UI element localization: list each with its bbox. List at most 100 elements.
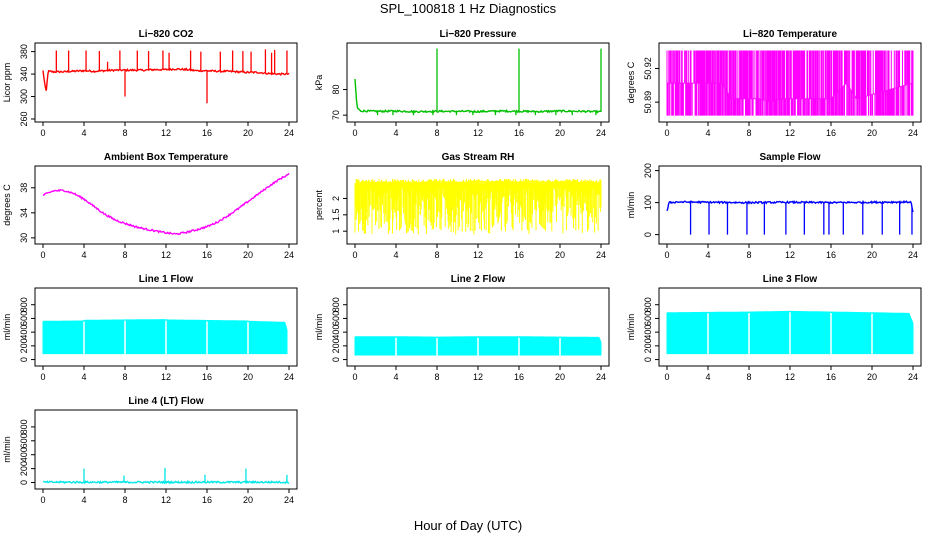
y-tick-label: 30 (19, 233, 29, 243)
x-tick-label: 12 (161, 250, 171, 260)
panel-title: Li−820 Pressure (440, 29, 517, 40)
x-tick-label: 24 (596, 372, 606, 382)
x-tick-label: 12 (785, 128, 795, 138)
y-tick-label: 70 (331, 110, 341, 120)
y-axis-label: ml/min (314, 314, 324, 341)
series-line (666, 199, 914, 213)
y-tick-label: 0 (643, 232, 653, 237)
x-tick-label: 20 (243, 372, 253, 382)
panel-title: Gas Stream RH (442, 152, 515, 163)
y-tick-label: 0 (643, 357, 653, 362)
y-tick-label: 800 (19, 419, 29, 434)
y-axis-label: ml/min (2, 314, 12, 341)
y-tick-label: 50.92 (643, 57, 653, 80)
x-tick-label: 0 (40, 128, 45, 138)
x-tick-label: 0 (40, 495, 45, 505)
y-tick-label: 200 (19, 461, 29, 476)
y-axis-label: degrees C (2, 184, 12, 226)
y-tick-label: 50.89 (643, 91, 653, 114)
x-tick-label: 20 (243, 495, 253, 505)
x-tick-label: 20 (867, 250, 877, 260)
series-band (354, 178, 602, 235)
y-axis-label: ml/min (626, 192, 636, 219)
x-tick-label: 4 (393, 128, 398, 138)
x-tick-label: 0 (40, 372, 45, 382)
x-tick-label: 0 (664, 250, 669, 260)
y-tick-label: 400 (643, 325, 653, 340)
x-tick-label: 4 (393, 372, 398, 382)
x-tick-label: 20 (243, 128, 253, 138)
x-tick-label: 24 (908, 372, 918, 382)
y-tick-label: 800 (19, 297, 29, 312)
y-tick-label: 380 (19, 44, 29, 59)
series-line (667, 82, 914, 103)
x-tick-label: 24 (908, 128, 918, 138)
panel-title: Line 2 Flow (451, 274, 506, 285)
y-tick-label: 400 (331, 325, 341, 340)
x-tick-label: 12 (473, 250, 483, 260)
panel-title: Line 1 Flow (139, 274, 194, 285)
panel-1: Li−820 Pressure kPa 0 4 8 12 16 20 24 70 80 (314, 29, 610, 138)
x-tick-label: 0 (664, 372, 669, 382)
y-tick-label: 200 (331, 338, 341, 353)
x-tick-label: 8 (122, 128, 127, 138)
panel-title: Line 4 (LT) Flow (128, 396, 204, 407)
x-tick-label: 0 (664, 128, 669, 138)
x-tick-label: 12 (161, 128, 171, 138)
y-tick-label: 200 (19, 338, 29, 353)
series-band (42, 319, 288, 355)
panel-3: Ambient Box Temperature degrees C 0 4 8 12 16 2… (2, 152, 298, 260)
x-tick-label: 16 (202, 128, 212, 138)
x-tick-label: 12 (161, 495, 171, 505)
series-line (42, 67, 290, 91)
y-tick-label: 1.5 (331, 209, 341, 222)
y-axis-label: Licor ppm (2, 63, 12, 103)
x-tick-label: 16 (826, 128, 836, 138)
y-tick-label: 800 (331, 297, 341, 312)
panel-8: Line 3 Flow ml/min 0 4 8 12 16 20 24 0 20040060080… (626, 274, 922, 382)
x-tick-label: 16 (514, 250, 524, 260)
x-tick-label: 8 (122, 250, 127, 260)
x-tick-label: 8 (122, 495, 127, 505)
panel-4: Gas Stream RH percent 0 4 8 12 16 20 24 1 1.5 2 (314, 152, 610, 260)
x-tick-label: 8 (746, 128, 751, 138)
y-tick-label: 200 (643, 163, 653, 178)
x-tick-label: 24 (596, 128, 606, 138)
x-tick-label: 4 (81, 250, 86, 260)
y-tick-label: 0 (19, 357, 29, 362)
x-tick-label: 8 (434, 372, 439, 382)
y-axis-label: percent (314, 189, 324, 220)
y-tick-label: 800 (643, 297, 653, 312)
panel-7: Line 2 Flow ml/min 0 4 8 12 16 20 24 0 20040060080… (314, 274, 610, 382)
x-tick-label: 0 (40, 250, 45, 260)
panel-title: Ambient Box Temperature (104, 152, 229, 163)
x-tick-label: 20 (867, 128, 877, 138)
x-tick-label: 12 (785, 250, 795, 260)
panel-2: Li−820 Temperature degrees C 0 4 8 12 16 20 24 50… (626, 29, 922, 138)
y-tick-label: 400 (19, 325, 29, 340)
x-tick-label: 16 (514, 128, 524, 138)
x-tick-label: 8 (746, 372, 751, 382)
y-tick-label: 0 (331, 357, 341, 362)
x-tick-label: 12 (161, 372, 171, 382)
y-tick-label: 38 (19, 183, 29, 193)
x-tick-label: 24 (284, 128, 294, 138)
y-tick-label: 600 (643, 311, 653, 326)
y-axis-label: ml/min (2, 436, 12, 463)
panel-title: Li−820 Temperature (743, 29, 837, 40)
series-line (667, 310, 914, 325)
x-tick-label: 4 (705, 250, 710, 260)
x-tick-label: 16 (826, 250, 836, 260)
y-axis-label: kPa (314, 75, 324, 91)
x-tick-label: 12 (473, 372, 483, 382)
x-tick-label: 0 (352, 372, 357, 382)
x-tick-label: 24 (284, 250, 294, 260)
x-tick-label: 4 (81, 128, 86, 138)
figure-title: SPL_100818 1 Hz Diagnostics (379, 1, 557, 16)
plot-frame (34, 165, 298, 245)
y-tick-label: 340 (19, 67, 29, 82)
panel-0: Li−820 CO2 Licor ppm 0 4 8 12 16 20 24 260 300 340 3… (2, 29, 298, 138)
plot-frame (34, 42, 298, 123)
x-tick-label: 20 (243, 250, 253, 260)
